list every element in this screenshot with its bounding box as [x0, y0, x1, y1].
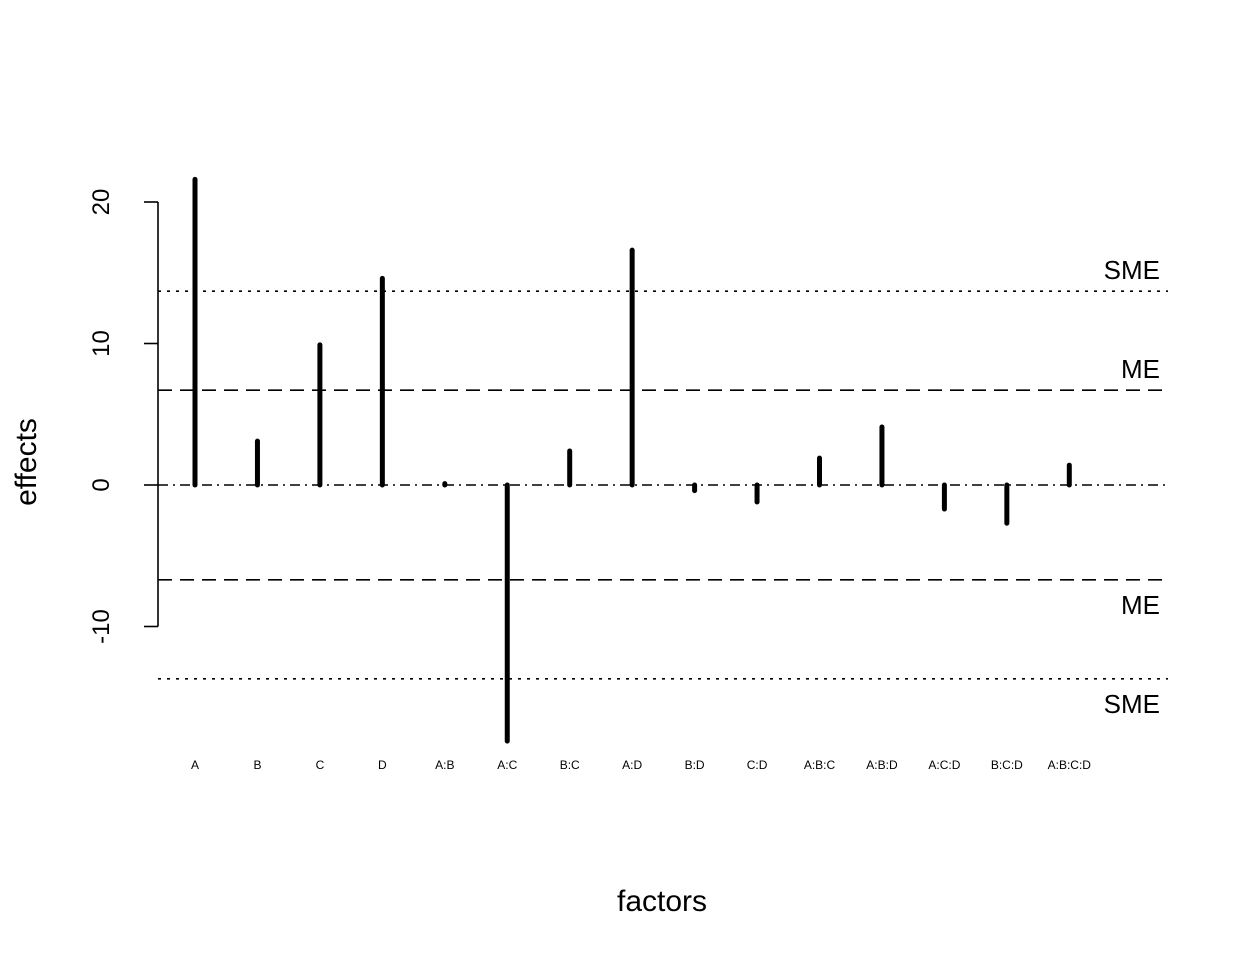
category-label: A:D [622, 758, 642, 772]
y-tick-label: -10 [88, 609, 115, 644]
y-tick-label: 20 [88, 189, 115, 216]
x-axis-title: factors [617, 885, 707, 918]
category-label: B:C [560, 758, 580, 772]
category-label: C [316, 758, 325, 772]
category-label: A:B:C:D [1048, 758, 1092, 772]
lower-me-label: ME [1121, 590, 1160, 620]
category-label: A:C [497, 758, 517, 772]
upper-me-label: ME [1121, 354, 1160, 384]
category-label: B:D [685, 758, 705, 772]
category-labels: A B C D A:B A:C B:C A:D B:D C:D A:B:C A:B:D A:C:D B:C… [191, 758, 1091, 772]
category-label: C:D [747, 758, 768, 772]
y-tick-label: 10 [88, 330, 115, 357]
category-label: D [378, 758, 387, 772]
reference-line-labels: SME ME ME SME [1104, 255, 1160, 719]
upper-sme-label: SME [1104, 255, 1160, 285]
category-label: B:C:D [991, 758, 1023, 772]
reference-lines [158, 290, 1168, 680]
lower-sme-label: SME [1104, 689, 1160, 719]
category-label: B [253, 758, 261, 772]
effect-bars [192, 176, 1072, 744]
category-label: A [191, 758, 199, 772]
category-label: A:C:D [928, 758, 960, 772]
y-axis-title: effects [10, 418, 43, 506]
category-label: A:B:C [804, 758, 836, 772]
y-axis: -10 0 10 20 [88, 189, 159, 644]
category-label: A:B [435, 758, 454, 772]
y-tick-label: 0 [88, 478, 115, 491]
category-label: A:B:D [866, 758, 898, 772]
